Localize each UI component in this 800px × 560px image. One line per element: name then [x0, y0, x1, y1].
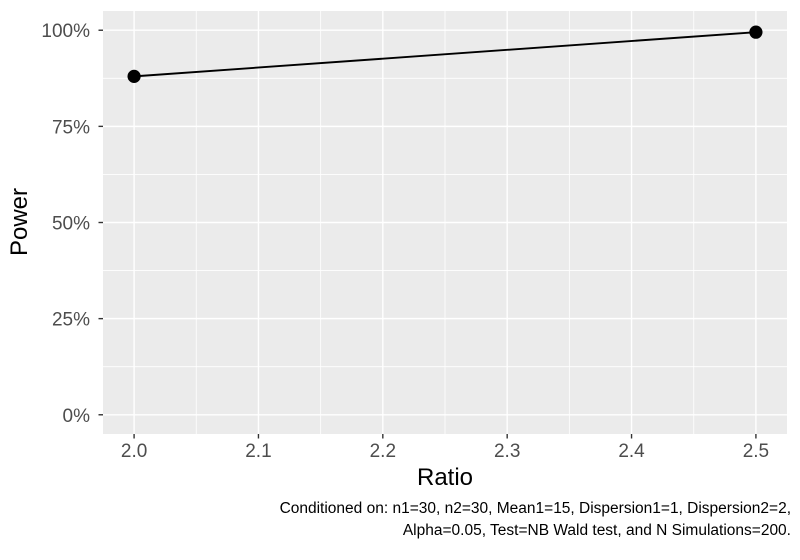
- x-tick-label: 2.3: [494, 441, 520, 462]
- x-tick-label: 2.5: [743, 441, 769, 462]
- caption-line-2: Alpha=0.05, Test=NB Wald test, and N Sim…: [402, 522, 791, 539]
- x-tick-label: 2.4: [618, 441, 645, 462]
- x-tick-label: 2.1: [245, 441, 271, 462]
- y-tick-label: 75%: [52, 117, 90, 138]
- y-tick-label: 100%: [41, 21, 90, 42]
- y-tick-label: 0%: [63, 406, 91, 427]
- plot-caption: Conditioned on: n1=30, n2=30, Mean1=15, …: [11, 498, 791, 542]
- x-axis-title: Ratio: [416, 464, 474, 491]
- x-tick-label: 2.0: [121, 441, 147, 462]
- y-tick-label: 50%: [52, 214, 90, 235]
- caption-line-1: Conditioned on: n1=30, n2=30, Mean1=15, …: [279, 500, 791, 517]
- y-tick-label: 25%: [52, 310, 90, 331]
- data-point: [749, 25, 763, 39]
- series-line: [134, 31, 756, 78]
- x-tick-label: 2.2: [370, 441, 396, 462]
- y-axis-title: Power: [6, 187, 33, 257]
- data-point: [127, 69, 141, 83]
